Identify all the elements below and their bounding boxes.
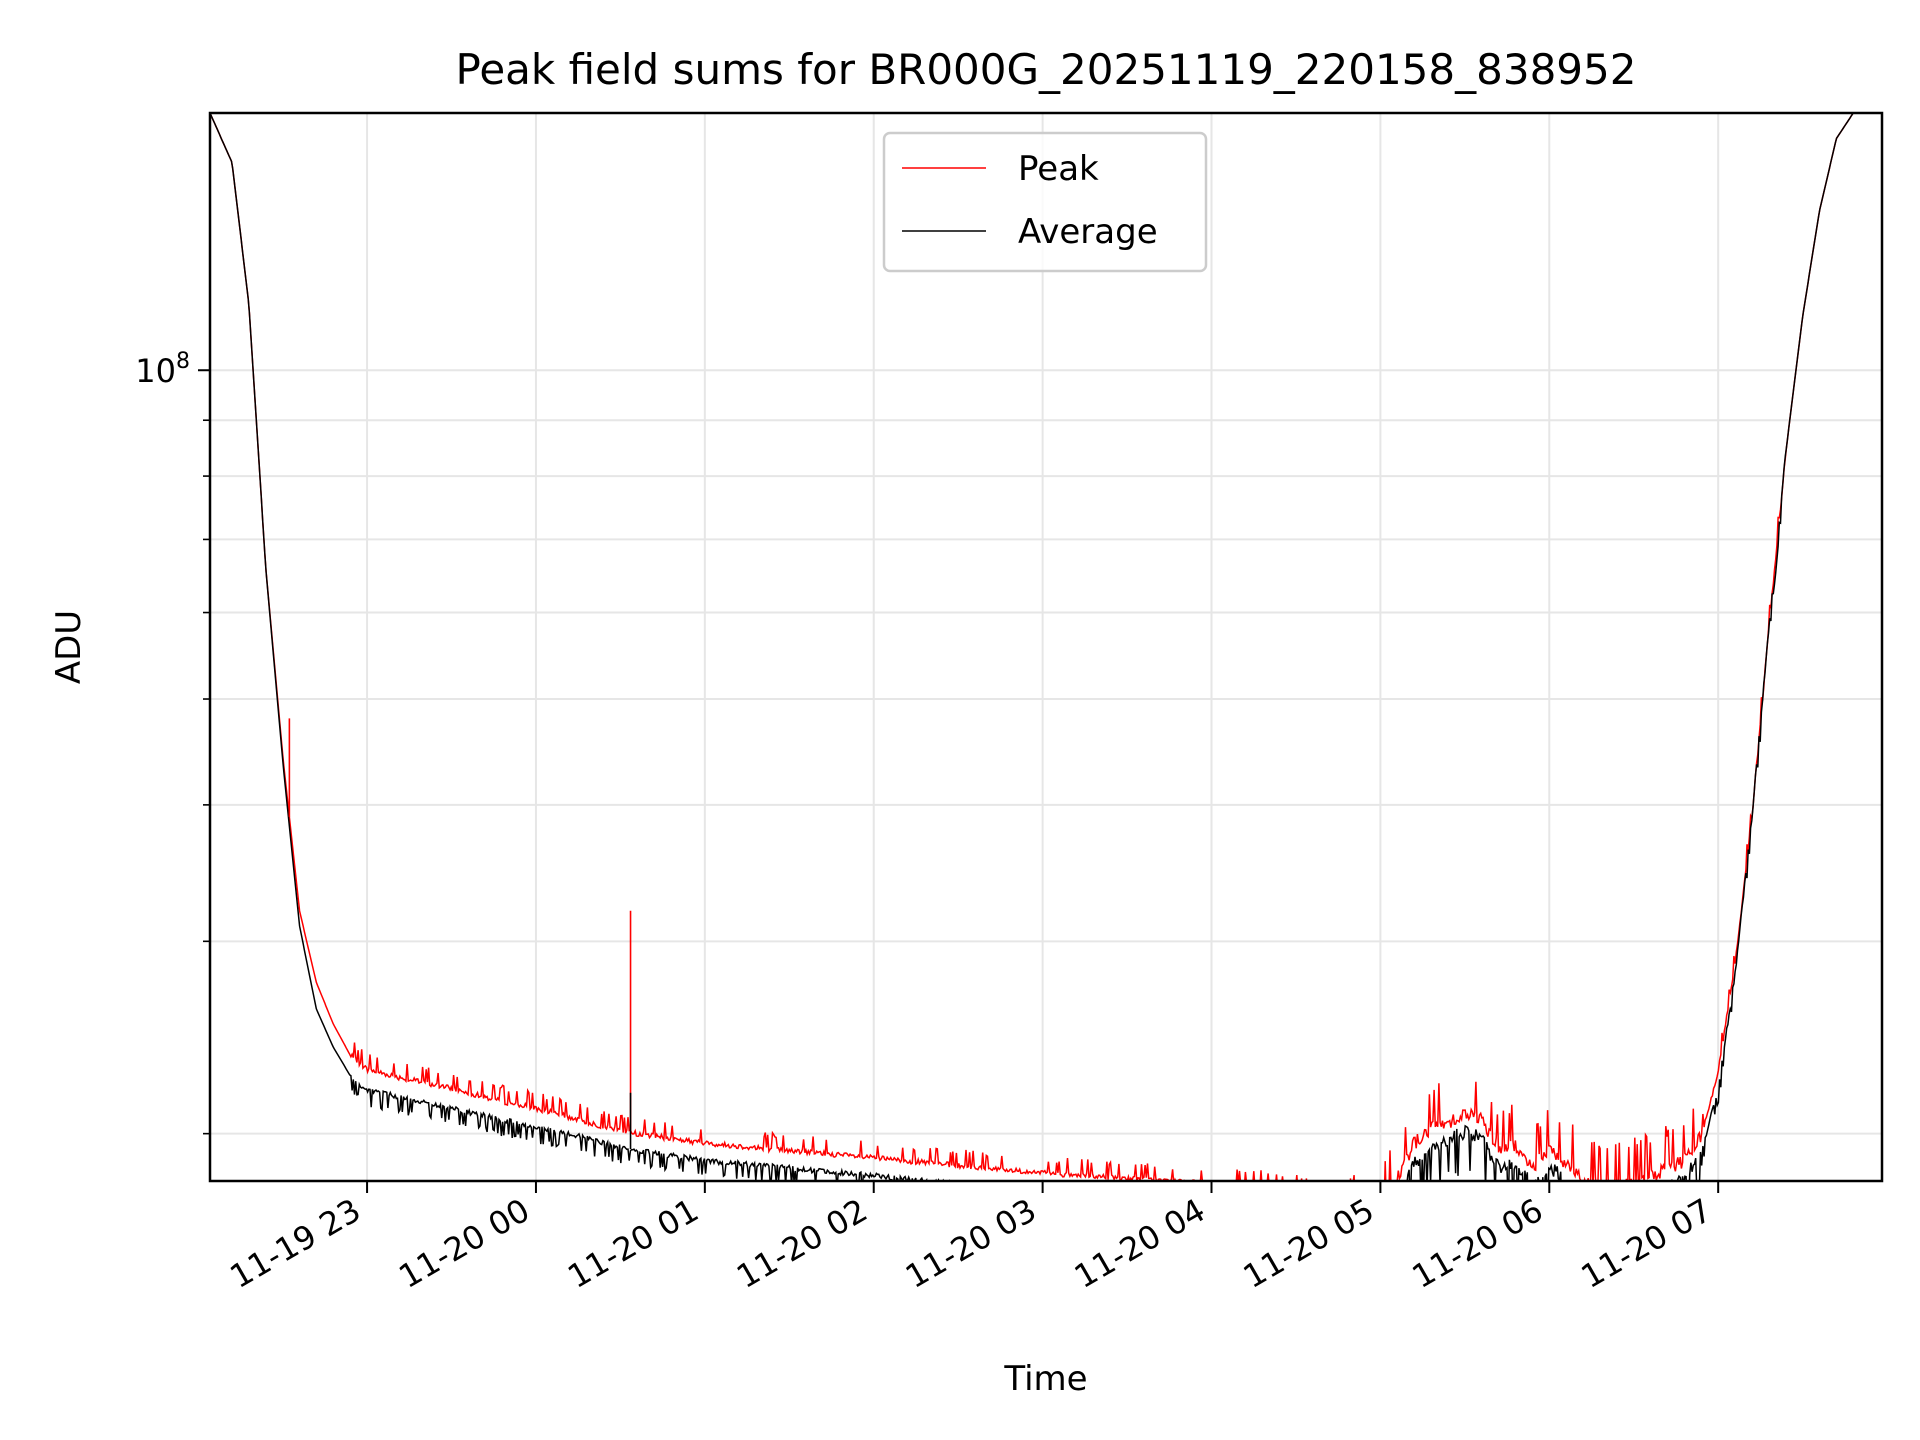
y-axis-ticks: 108 [135,349,210,1135]
y-axis-label: ADU [49,610,89,684]
chart-title: Peak field sums for BR000G_20251119_2201… [456,45,1637,94]
legend-peak-label: Peak [1018,149,1099,189]
peak-series-line [210,113,1882,1181]
data-lines [210,113,1882,1181]
legend: Peak Average [882,131,1208,273]
grid [210,113,1882,1181]
x-axis-label: Time [1003,1359,1087,1399]
plot-frame [208,111,1884,1183]
y-tick-label: 108 [135,349,190,390]
average-series-line [210,113,1882,1181]
legend-average-label: Average [1018,212,1158,252]
